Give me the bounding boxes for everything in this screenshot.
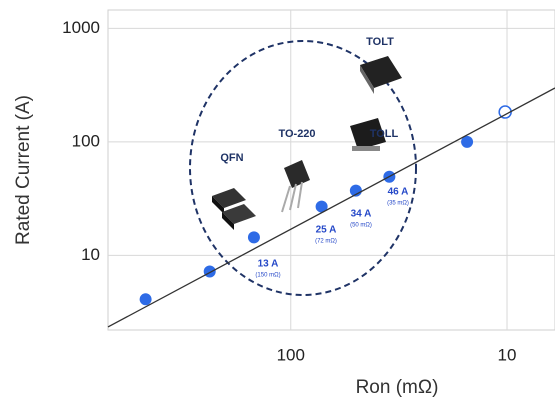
annotation: (150 mΩ) <box>255 273 280 279</box>
y-axis-title: Rated Current (A) <box>13 95 34 245</box>
annotation: 46 A <box>388 187 409 198</box>
annotation: (35 mΩ) <box>387 201 409 207</box>
x-tick-label: 10 <box>498 345 517 364</box>
annotation: (72 mΩ) <box>315 239 337 245</box>
plot-area <box>108 10 555 330</box>
annotation: 25 A <box>316 225 337 236</box>
data-point <box>248 231 260 243</box>
x-axis-title: Ron (mΩ) <box>356 377 439 398</box>
x-tick-label: 100 <box>277 345 305 364</box>
data-point <box>204 266 216 278</box>
annotation: 34 A <box>351 209 372 220</box>
chart: Ron (mΩ) Rated Current (A) 10 100 1000 100 1… <box>0 0 555 406</box>
annotation: TOLL <box>370 128 399 140</box>
annotation: (50 mΩ) <box>350 223 372 229</box>
y-tick-label: 1000 <box>62 18 100 37</box>
annotation: TO-220 <box>278 128 315 140</box>
annotation: QFN <box>220 152 243 164</box>
y-tick-label: 100 <box>72 131 100 150</box>
y-tick-label: 10 <box>81 245 100 264</box>
annotation: TOLT <box>366 36 394 48</box>
annotation: 13 A <box>258 259 279 270</box>
data-point <box>140 293 152 305</box>
